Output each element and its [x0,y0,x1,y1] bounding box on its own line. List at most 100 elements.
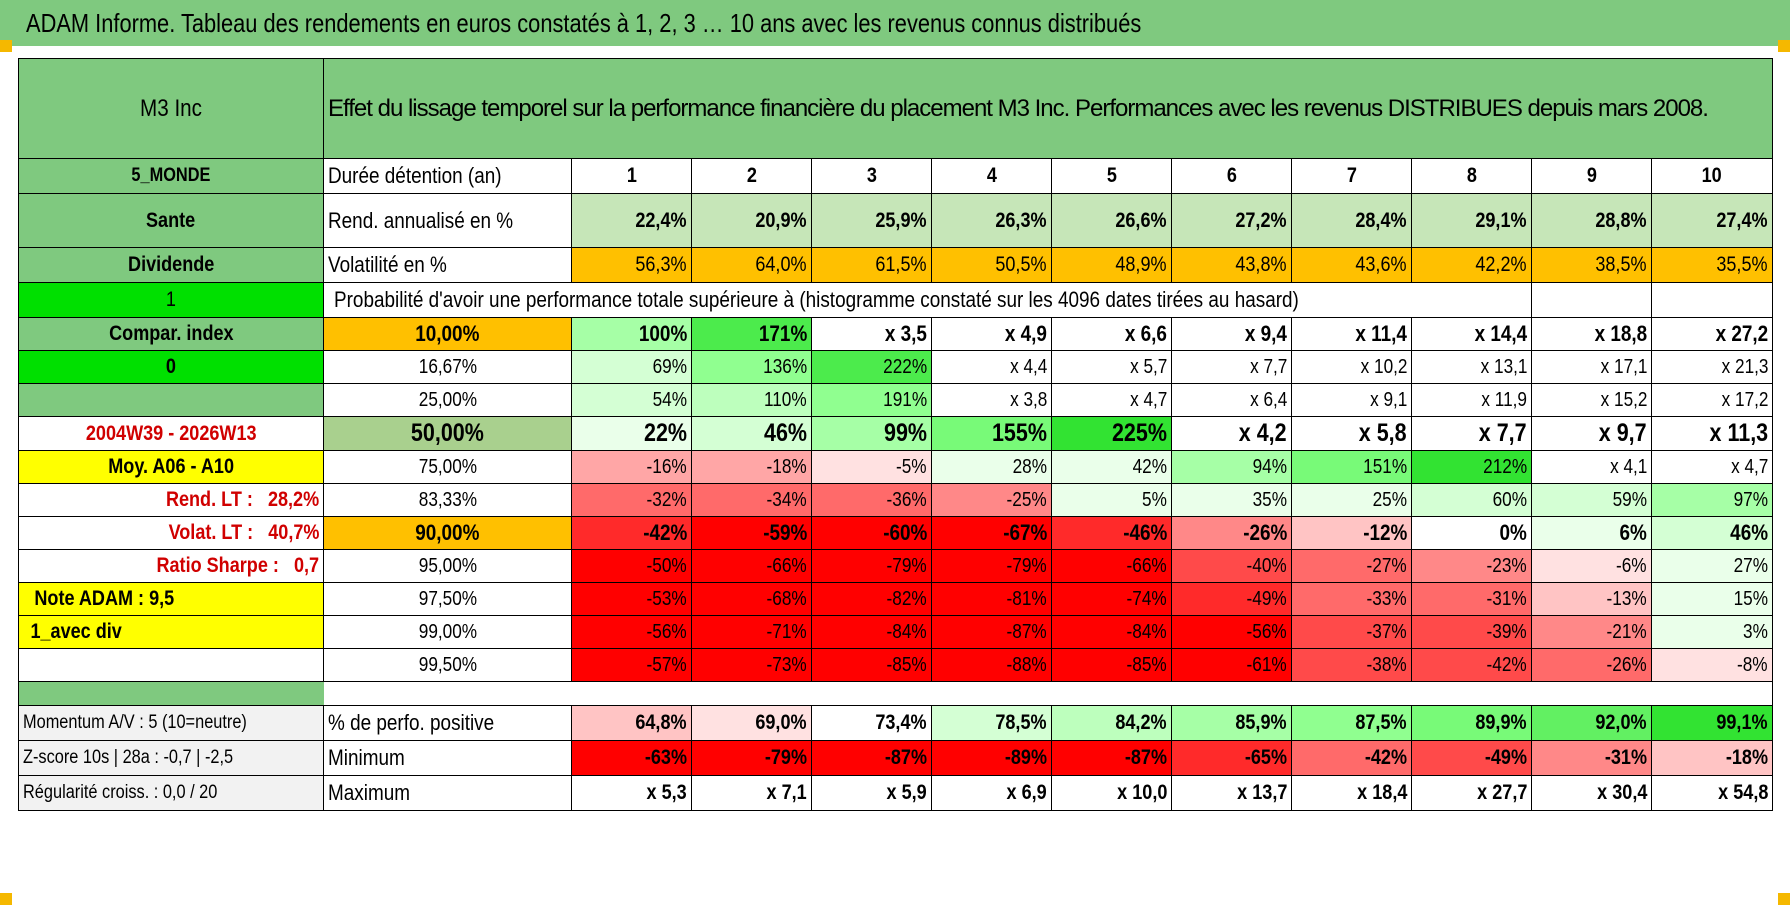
percentile-value[interactable]: -82% [811,582,932,616]
percentile-value[interactable]: 42% [1051,450,1172,484]
empty-side-cell[interactable] [18,383,324,417]
percentile-value[interactable]: -38% [1291,648,1412,682]
rend-value[interactable]: 27,4% [1650,193,1774,248]
rend-value[interactable]: 28,8% [1531,193,1652,248]
pos-value[interactable]: 99,1% [1650,705,1774,741]
rend-value[interactable]: 25,9% [811,193,932,248]
percentile-value[interactable]: x 13,1 [1411,350,1532,384]
percentile-value[interactable]: x 4,7 [1650,450,1774,484]
percentile-value[interactable]: -67% [931,516,1052,550]
percentile-value[interactable]: 69% [571,350,692,384]
percentile-value[interactable]: x 6,4 [1171,383,1292,417]
volat-value[interactable]: 61,5% [811,247,932,283]
pos-value[interactable]: 73,4% [811,705,932,741]
percentile-value[interactable]: 15% [1650,582,1774,616]
percentile-value[interactable]: x 21,3 [1650,350,1774,384]
percentile-label[interactable]: 50,00% [323,416,572,451]
percentile-value[interactable]: x 4,9 [931,317,1052,351]
volat-value[interactable]: 43,6% [1291,247,1412,283]
moy-cell[interactable]: Moy. A06 - A10 [18,450,324,484]
rend-value[interactable]: 27,2% [1171,193,1292,248]
volat-value[interactable]: 48,9% [1051,247,1172,283]
volat-label[interactable]: Volatilité en % [323,247,572,283]
percentile-value[interactable]: -5% [811,450,932,484]
percentile-value[interactable]: -23% [1411,549,1532,583]
max-label[interactable]: Maximum [323,775,572,811]
percentile-value[interactable]: x 14,4 [1411,317,1532,351]
percentile-value[interactable]: 25% [1291,483,1412,517]
percentile-value[interactable]: x 9,7 [1531,416,1652,451]
sharpe-cell[interactable]: Ratio Sharpe : 0,7 [18,549,324,583]
percentile-label[interactable]: 97,50% [323,582,572,616]
year-header[interactable]: 10 [1650,158,1774,194]
volat-value[interactable]: 35,5% [1650,247,1774,283]
rend-value[interactable]: 26,6% [1051,193,1172,248]
percentile-value[interactable]: x 4,7 [1051,383,1172,417]
percentile-value[interactable]: -34% [691,483,812,517]
rend-value[interactable]: 22,4% [571,193,692,248]
percentile-value[interactable]: 27% [1650,549,1774,583]
percentile-value[interactable]: 212% [1411,450,1532,484]
year-header[interactable]: 5 [1051,158,1172,194]
pos-value[interactable]: 89,9% [1411,705,1532,741]
percentile-value[interactable]: -85% [1051,648,1172,682]
percentile-value[interactable]: x 4,2 [1171,416,1292,451]
volat-value[interactable]: 64,0% [691,247,812,283]
percentile-value[interactable]: 136% [691,350,812,384]
min-value[interactable]: -63% [571,740,692,776]
regularite-cell[interactable]: Régularité croiss. : 0,0 / 20 [18,775,324,811]
percentile-value[interactable]: x 3,5 [811,317,932,351]
min-value[interactable]: -89% [931,740,1052,776]
percentile-value[interactable]: -40% [1171,549,1292,583]
max-value[interactable]: x 5,3 [571,775,692,811]
percentile-value[interactable]: 100% [571,317,692,351]
percentile-value[interactable]: -85% [811,648,932,682]
percentile-value[interactable]: -27% [1291,549,1412,583]
percentile-value[interactable]: -46% [1051,516,1172,550]
percentile-value[interactable]: x 5,7 [1051,350,1172,384]
zscore-cell[interactable]: Z-score 10s | 28a : -0,7 | -2,5 [18,740,324,776]
percentile-label[interactable]: 25,00% [323,383,572,417]
min-value[interactable]: -65% [1171,740,1292,776]
percentile-value[interactable]: x 10,2 [1291,350,1412,384]
percentile-value[interactable]: -49% [1171,582,1292,616]
max-value[interactable]: x 54,8 [1650,775,1774,811]
percentile-value[interactable]: -32% [571,483,692,517]
percentile-value[interactable]: -66% [1051,549,1172,583]
flag1-cell[interactable]: 1 [18,282,324,318]
percentile-value[interactable]: 151% [1291,450,1412,484]
percentile-value[interactable]: -74% [1051,582,1172,616]
percentile-value[interactable]: 0% [1411,516,1532,550]
fund-name-cell[interactable]: M3 Inc [18,58,324,159]
rend-lt-cell[interactable]: Rend. LT : 28,2% [18,483,324,517]
period-cell[interactable]: 2004W39 - 2026W13 [18,416,324,451]
percentile-value[interactable]: -37% [1291,615,1412,649]
min-value[interactable]: -87% [811,740,932,776]
percentile-value[interactable]: 60% [1411,483,1532,517]
percentile-label[interactable]: 99,50% [323,648,572,682]
percentile-value[interactable]: -88% [931,648,1052,682]
percentile-value[interactable]: 22% [571,416,692,451]
type-cell[interactable]: Dividende [18,247,324,283]
sector-cell[interactable]: Sante [18,193,324,248]
percentile-value[interactable]: x 5,8 [1291,416,1412,451]
percentile-value[interactable]: x 27,2 [1650,317,1774,351]
percentile-value[interactable]: 191% [811,383,932,417]
percentile-value[interactable]: x 7,7 [1171,350,1292,384]
percentile-value[interactable]: 46% [1650,516,1774,550]
percentile-value[interactable]: x 3,8 [931,383,1052,417]
percentile-value[interactable]: -42% [571,516,692,550]
percentile-value[interactable]: 28% [931,450,1052,484]
percentile-value[interactable]: -61% [1171,648,1292,682]
percentile-value[interactable]: x 7,7 [1411,416,1532,451]
percentile-label[interactable]: 90,00% [323,516,572,550]
percentile-value[interactable]: 46% [691,416,812,451]
percentile-value[interactable]: x 11,3 [1650,416,1774,451]
percentile-label[interactable]: 75,00% [323,450,572,484]
percentile-value[interactable]: x 15,2 [1531,383,1652,417]
selection-handle[interactable] [1778,40,1790,52]
percentile-value[interactable]: x 11,4 [1291,317,1412,351]
max-value[interactable]: x 30,4 [1531,775,1652,811]
empty-cell[interactable] [1531,282,1652,318]
percentile-value[interactable]: -39% [1411,615,1532,649]
